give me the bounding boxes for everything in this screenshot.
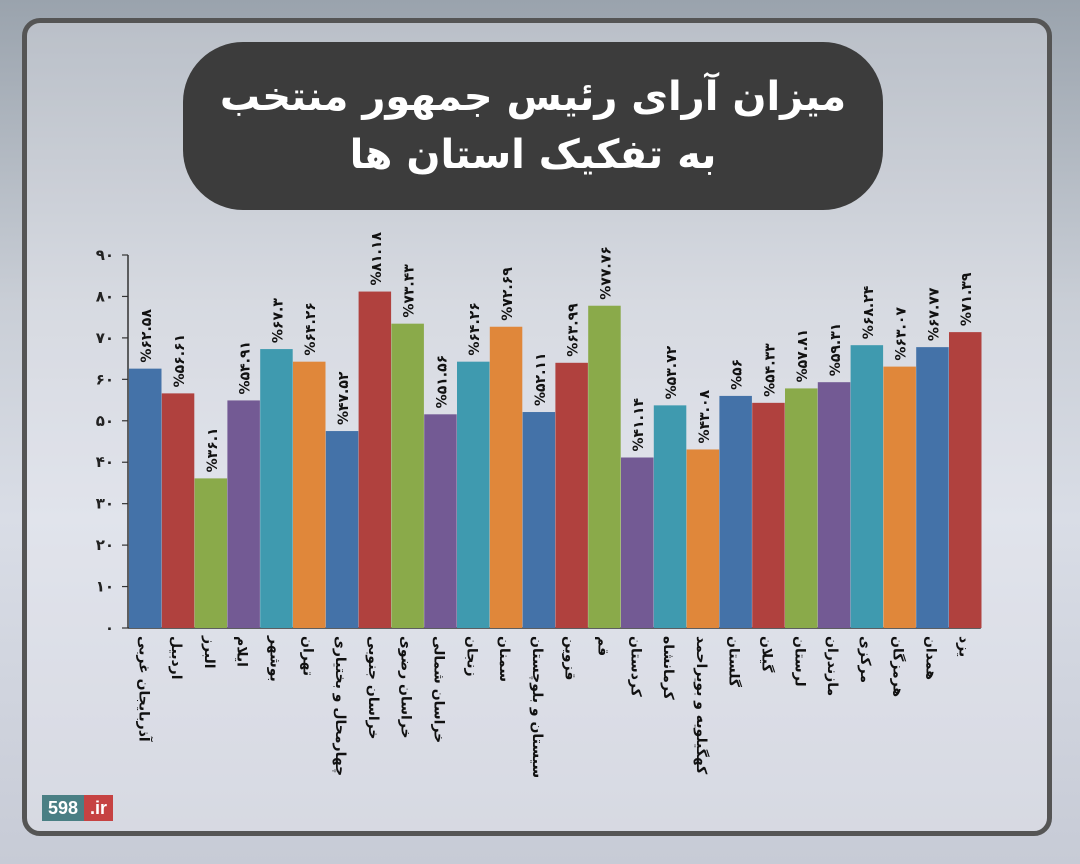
x-tick-label: گلستان (726, 636, 743, 688)
data-label: %۷۳.۴۳ (402, 264, 418, 318)
x-tick-label: زنجان (463, 636, 479, 677)
data-label: %۷۲.۶۹ (500, 267, 516, 321)
title-line-1: میزان آرای رئیس جمهور منتخب (219, 74, 847, 120)
bar (949, 332, 982, 628)
bar (686, 449, 720, 628)
bar (817, 382, 851, 628)
x-tick-label: یزد (955, 636, 971, 657)
data-label: %۵۹.۳۱ (828, 323, 844, 377)
data-label: %۵۶.۶۱ (172, 334, 188, 388)
data-label: %۶۸.۲۴ (861, 285, 877, 339)
x-tick-label: چهارمحال و بختیاری (332, 636, 348, 776)
data-label: %۴۱.۱۴ (631, 398, 647, 452)
x-tick-label: البرز (201, 635, 217, 669)
bar (785, 388, 818, 628)
data-label: %۵۲.۱۱ (533, 353, 549, 407)
x-tick-label: کردستان (627, 636, 643, 698)
x-tick-label: تهران (299, 636, 315, 676)
data-label: %۶۴.۲۶ (467, 302, 483, 356)
data-label: %۶۴.۲۶ (303, 302, 319, 356)
bar (293, 361, 326, 628)
data-label: %۶۳.۰۷ (894, 307, 910, 361)
data-label: %۶۳.۹۹ (566, 303, 582, 357)
data-label: %۵۴.۳۳ (762, 343, 778, 397)
bar (916, 347, 949, 628)
x-tick-label: سمنان (496, 636, 512, 682)
data-label: %۴۷.۵۲ (336, 371, 352, 425)
x-tick-label: خراسان رضوی (398, 636, 414, 739)
bar (489, 326, 523, 628)
y-tick-label: ۷۰ (96, 329, 114, 347)
x-tick-label: همدان (922, 636, 938, 680)
y-tick-label: ۹۰ (96, 246, 114, 264)
x-tick-label: سیستان و بلوچستان (529, 636, 545, 778)
bar (752, 402, 785, 628)
bar (161, 393, 195, 628)
x-tick-label: قم (594, 636, 610, 656)
x-tick-label: لرستان (791, 636, 807, 687)
y-tick-label: ۱۰ (96, 578, 114, 596)
bar (325, 431, 359, 628)
data-label: %۳۶.۱ (205, 427, 221, 472)
data-label: %۶۷.۷۷ (926, 287, 942, 341)
bar (719, 395, 752, 628)
bar (391, 323, 424, 628)
x-tick-label: اردبیل (168, 636, 184, 680)
bar (424, 414, 457, 628)
x-tick-label: مرکزی (857, 636, 873, 683)
data-label: %۸۱.۱۸ (369, 232, 385, 286)
bar (653, 405, 687, 628)
bar (588, 305, 621, 628)
bar (522, 412, 556, 628)
x-tick-label: بوشهر (266, 635, 282, 682)
x-tick-label: آذربایجان غربی (135, 636, 153, 743)
bar (883, 366, 916, 628)
data-label: %۵۳.۷۲ (664, 345, 680, 399)
x-tick-label: هرمزگان (890, 636, 907, 697)
data-label: %۷۱.۳۹ (959, 272, 975, 326)
bar (129, 368, 162, 628)
logo-domain: .ir (84, 795, 114, 821)
bar (227, 400, 260, 628)
data-label: %۵۶ (730, 359, 746, 390)
y-tick-label: ۴۰ (96, 453, 114, 471)
bar (457, 361, 490, 628)
y-tick-label: ۶۰ (96, 370, 114, 388)
data-label: %۵۴.۹۱ (238, 341, 254, 395)
bar (555, 362, 588, 628)
y-tick-label: ۲۰ (96, 536, 114, 554)
bar (358, 291, 392, 628)
bar (260, 349, 293, 628)
data-label: %۵۷.۸۱ (795, 329, 811, 383)
data-label: %۴۳.۰۸ (697, 389, 713, 443)
title-line-2: به تفکیک استان ها (349, 132, 717, 178)
data-label: %۶۷.۳ (270, 298, 286, 343)
x-tick-label: قزوین (562, 636, 578, 680)
data-label: %۶۲.۵۸ (139, 309, 155, 363)
y-tick-label: ۰ (105, 619, 114, 637)
x-tick-label: گیلان (758, 636, 775, 673)
y-tick-label: ۳۰ (96, 495, 114, 513)
x-tick-label: کهگیلویه و بویراحمد (693, 636, 710, 775)
bar (850, 345, 884, 628)
bar (194, 478, 228, 628)
x-tick-label: کرمانشاه (660, 636, 676, 701)
y-tick-label: ۸۰ (96, 287, 114, 305)
data-label: %۵۱.۵۶ (434, 355, 450, 409)
y-tick-label: ۵۰ (96, 412, 114, 430)
logo-number: 598 (42, 795, 85, 821)
x-tick-label: ایلام (234, 636, 250, 667)
bar (621, 457, 654, 628)
data-label: %۷۷.۷۶ (598, 246, 614, 300)
x-tick-label: خراسان شمالی (430, 636, 446, 743)
title-box: میزان آرای رئیس جمهور منتخب به تفکیک است… (183, 42, 883, 210)
x-tick-label: مازندران (824, 636, 840, 696)
x-tick-label: خراسان جنوبی (365, 636, 381, 739)
site-logo[interactable]: 598 .ir (42, 795, 114, 821)
